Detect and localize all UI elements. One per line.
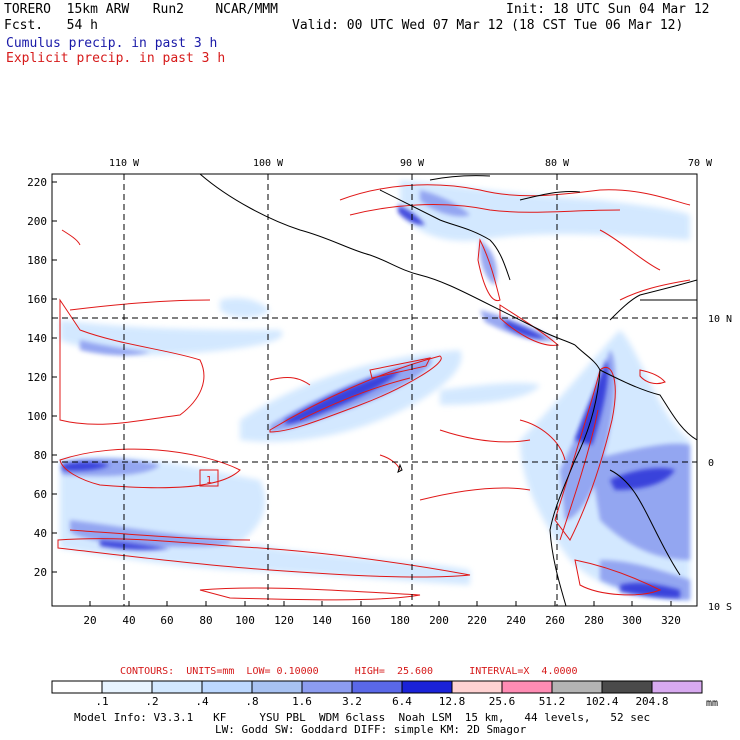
colorbar-label: 51.2 — [539, 695, 566, 708]
lon-label: 70 W — [688, 158, 713, 169]
lon-label: 110 W — [109, 158, 140, 169]
x-tick-label: 320 — [661, 614, 681, 627]
y-tick-label: 20 — [34, 566, 47, 579]
colorbar-label: 1.6 — [292, 695, 312, 708]
lat-label: 0 — [708, 458, 714, 469]
y-tick-label: 40 — [34, 527, 47, 540]
y-tick-label: 200 — [27, 215, 47, 228]
model-info-line2: LW: Godd SW: Goddard DIFF: simple KM: 2D… — [215, 723, 527, 736]
colorbar-swatch — [501, 680, 553, 694]
y-tick-label: 140 — [27, 332, 47, 345]
x-tick-label: 160 — [351, 614, 371, 627]
lat-label: 10 S — [708, 602, 732, 613]
colorbar-label: .8 — [245, 695, 258, 708]
forecast-hour: Fcst. 54 h — [4, 18, 98, 33]
lon-label: 90 W — [400, 158, 425, 169]
x-tick-label: 20 — [83, 614, 96, 627]
colorbar-swatch — [51, 680, 103, 694]
valid-time: Valid: 00 UTC Wed 07 Mar 12 (18 CST Tue … — [292, 18, 684, 33]
colorbar-label: 102.4 — [585, 695, 618, 708]
y-tick-label: 160 — [27, 293, 47, 306]
y-tick-label: 180 — [27, 254, 47, 267]
colorbar-label: 25.6 — [489, 695, 516, 708]
colorbar — [51, 680, 703, 694]
colorbar-swatch — [301, 680, 353, 694]
lon-label: 80 W — [545, 158, 570, 169]
colorbar-swatch — [451, 680, 503, 694]
y-tick-label: 60 — [34, 488, 47, 501]
contour-box-label: 1 — [206, 475, 212, 486]
colorbar-label: 6.4 — [392, 695, 412, 708]
y-tick-label: 220 — [27, 176, 47, 189]
x-tick-label: 180 — [390, 614, 410, 627]
colorbar-swatch — [101, 680, 153, 694]
x-tick-label: 200 — [429, 614, 449, 627]
contours-info: CONTOURS: UNITS=mm LOW= 0.10000 HIGH= 25… — [120, 666, 578, 677]
colorbar-swatch — [651, 680, 703, 694]
lat-label: 10 N — [708, 314, 732, 325]
contour-label-box — [199, 469, 219, 487]
colorbar-label: .4 — [195, 695, 209, 708]
coastlines — [199, 174, 697, 606]
colorbar-swatch — [201, 680, 253, 694]
y-tick-label: 120 — [27, 371, 47, 384]
colorbar-swatch — [601, 680, 653, 694]
x-tick-label: 60 — [160, 614, 173, 627]
map-frame — [51, 173, 698, 607]
colorbar-swatch — [151, 680, 203, 694]
x-tick-label: 280 — [584, 614, 604, 627]
x-tick-label: 300 — [622, 614, 642, 627]
cumulus-shading-heavy — [62, 205, 680, 598]
colorbar-labels: .1 .2 .4 .8 1.6 3.2 6.4 12.8 25.6 51.2 102.4 204.8 — [95, 695, 668, 708]
x-axis-ticks — [89, 601, 672, 606]
init-time: Init: 18 UTC Sun 04 Mar 12 — [506, 2, 710, 17]
x-tick-label: 240 — [506, 614, 526, 627]
colorbar-unit: mm — [706, 698, 718, 709]
model-info-line1: Model Info: V3.3.1 KF YSU PBL WDM 6class… — [74, 711, 651, 724]
x-tick-label: 140 — [312, 614, 332, 627]
y-tick-label: 100 — [27, 410, 47, 423]
x-tick-label: 260 — [545, 614, 565, 627]
colorbar-swatch — [351, 680, 403, 694]
x-tick-label: 40 — [122, 614, 135, 627]
colorbar-label: 3.2 — [342, 695, 362, 708]
colorbar-label: 204.8 — [635, 695, 668, 708]
lon-label: 100 W — [253, 158, 284, 169]
x-tick-label: 120 — [274, 614, 294, 627]
x-tick-label: 220 — [467, 614, 487, 627]
explicit-precip-contours — [57, 184, 691, 601]
y-tick-label: 80 — [34, 449, 47, 462]
colorbar-swatch — [551, 680, 603, 694]
lat-lon-grid — [52, 174, 697, 606]
x-tick-label: 100 — [235, 614, 255, 627]
run-title: TORERO 15km ARW Run2 NCAR/MMM — [4, 2, 278, 17]
y-axis-ticks — [52, 181, 57, 573]
x-tick-label: 80 — [199, 614, 212, 627]
colorbar-swatch — [401, 680, 453, 694]
colorbar-swatch — [251, 680, 303, 694]
colorbar-label: 12.8 — [439, 695, 466, 708]
explicit-legend: Explicit precip. in past 3 h — [6, 51, 226, 66]
colorbar-label: .1 — [95, 695, 108, 708]
colorbar-label: .2 — [145, 695, 158, 708]
cumulus-legend: Cumulus precip. in past 3 h — [6, 36, 218, 51]
